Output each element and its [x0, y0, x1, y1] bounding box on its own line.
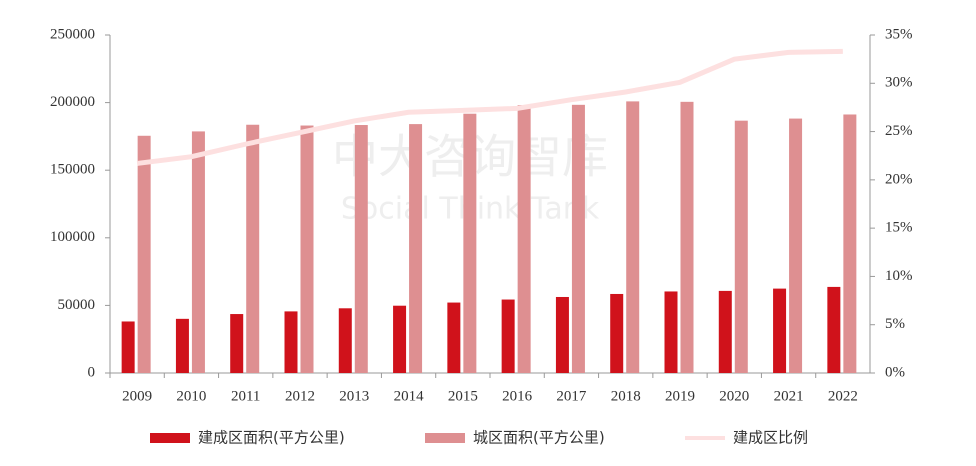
bar [191, 131, 205, 373]
bar [827, 286, 841, 373]
bar [447, 302, 461, 373]
bar [230, 314, 244, 373]
bar [137, 135, 151, 373]
bar [300, 125, 314, 373]
x-tick-label: 2016 [502, 388, 533, 404]
bar [610, 293, 624, 373]
bar [175, 318, 189, 373]
bar [718, 290, 732, 373]
y2-tick-label: 0% [885, 364, 905, 380]
bar [284, 311, 298, 373]
x-tick-label: 2010 [176, 388, 206, 404]
bar [501, 299, 515, 373]
legend-swatch [425, 433, 465, 443]
x-tick-label: 2019 [665, 388, 695, 404]
bar [354, 125, 368, 373]
legend-label: 建成区比例 [733, 429, 808, 447]
bar [393, 305, 407, 373]
bar [664, 291, 678, 373]
y-tick-label: 150000 [50, 162, 95, 178]
y2-tick-label: 10% [885, 268, 913, 284]
legend-swatch [150, 433, 190, 443]
bar [463, 113, 477, 374]
x-tick-label: 2021 [774, 388, 804, 404]
bar [626, 101, 640, 373]
x-tick-label: 2009 [122, 388, 152, 404]
bar [517, 105, 531, 374]
legend-label: 建成区面积(平方公里) [198, 429, 345, 447]
bar [571, 104, 585, 373]
bar [843, 114, 857, 373]
y2-tick-label: 30% [885, 75, 913, 91]
y-tick-label: 200000 [50, 94, 95, 110]
y2-tick-label: 15% [885, 220, 913, 236]
y-tick-label: 50000 [58, 297, 96, 313]
bar [338, 308, 352, 373]
legend-label: 城区面积(平方公里) [473, 429, 605, 447]
y2-tick-label: 5% [885, 316, 905, 332]
x-tick-label: 2013 [339, 388, 369, 404]
y2-tick-label: 35% [885, 26, 913, 42]
bar [409, 124, 423, 374]
y-tick-label: 100000 [50, 229, 95, 245]
y-tick-label: 250000 [50, 26, 95, 42]
x-tick-label: 2018 [611, 388, 641, 404]
bar [680, 101, 694, 373]
x-tick-label: 2012 [285, 388, 315, 404]
x-tick-label: 2017 [556, 388, 587, 404]
line [136, 48, 843, 166]
bar [121, 321, 135, 373]
y2-tick-label: 25% [885, 123, 913, 139]
y2-tick-label: 20% [885, 171, 913, 187]
bar [734, 120, 748, 374]
x-tick-label: 2015 [448, 388, 478, 404]
x-tick-label: 2011 [231, 388, 260, 404]
y-tick-label: 0 [88, 364, 96, 380]
bar [789, 118, 803, 373]
bar [246, 124, 260, 373]
x-tick-label: 2022 [828, 388, 858, 404]
bar [555, 296, 569, 373]
x-tick-label: 2020 [719, 388, 749, 404]
x-tick-label: 2014 [394, 388, 425, 404]
bar [773, 288, 787, 373]
